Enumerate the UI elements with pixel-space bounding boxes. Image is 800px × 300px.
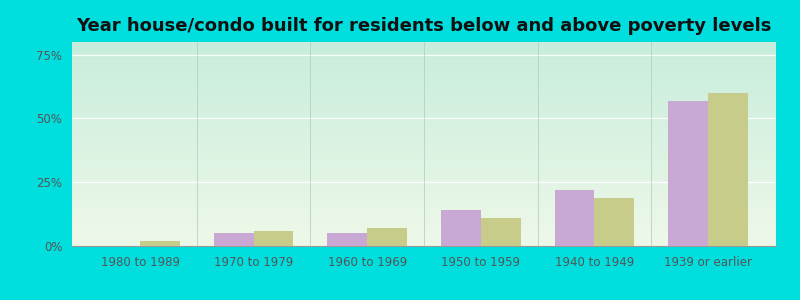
Bar xyxy=(367,228,407,246)
Bar xyxy=(481,218,521,246)
Bar xyxy=(708,93,748,246)
Bar xyxy=(594,197,634,246)
Title: Year house/condo built for residents below and above poverty levels: Year house/condo built for residents bel… xyxy=(76,17,772,35)
Bar xyxy=(668,100,708,246)
Legend: Owners below poverty level, Owners above poverty level: Owners below poverty level, Owners above… xyxy=(189,298,659,300)
Bar xyxy=(327,233,367,246)
Bar xyxy=(554,190,594,246)
Bar xyxy=(140,241,180,246)
Bar xyxy=(214,233,254,246)
Bar xyxy=(441,210,481,246)
Bar xyxy=(254,231,294,246)
